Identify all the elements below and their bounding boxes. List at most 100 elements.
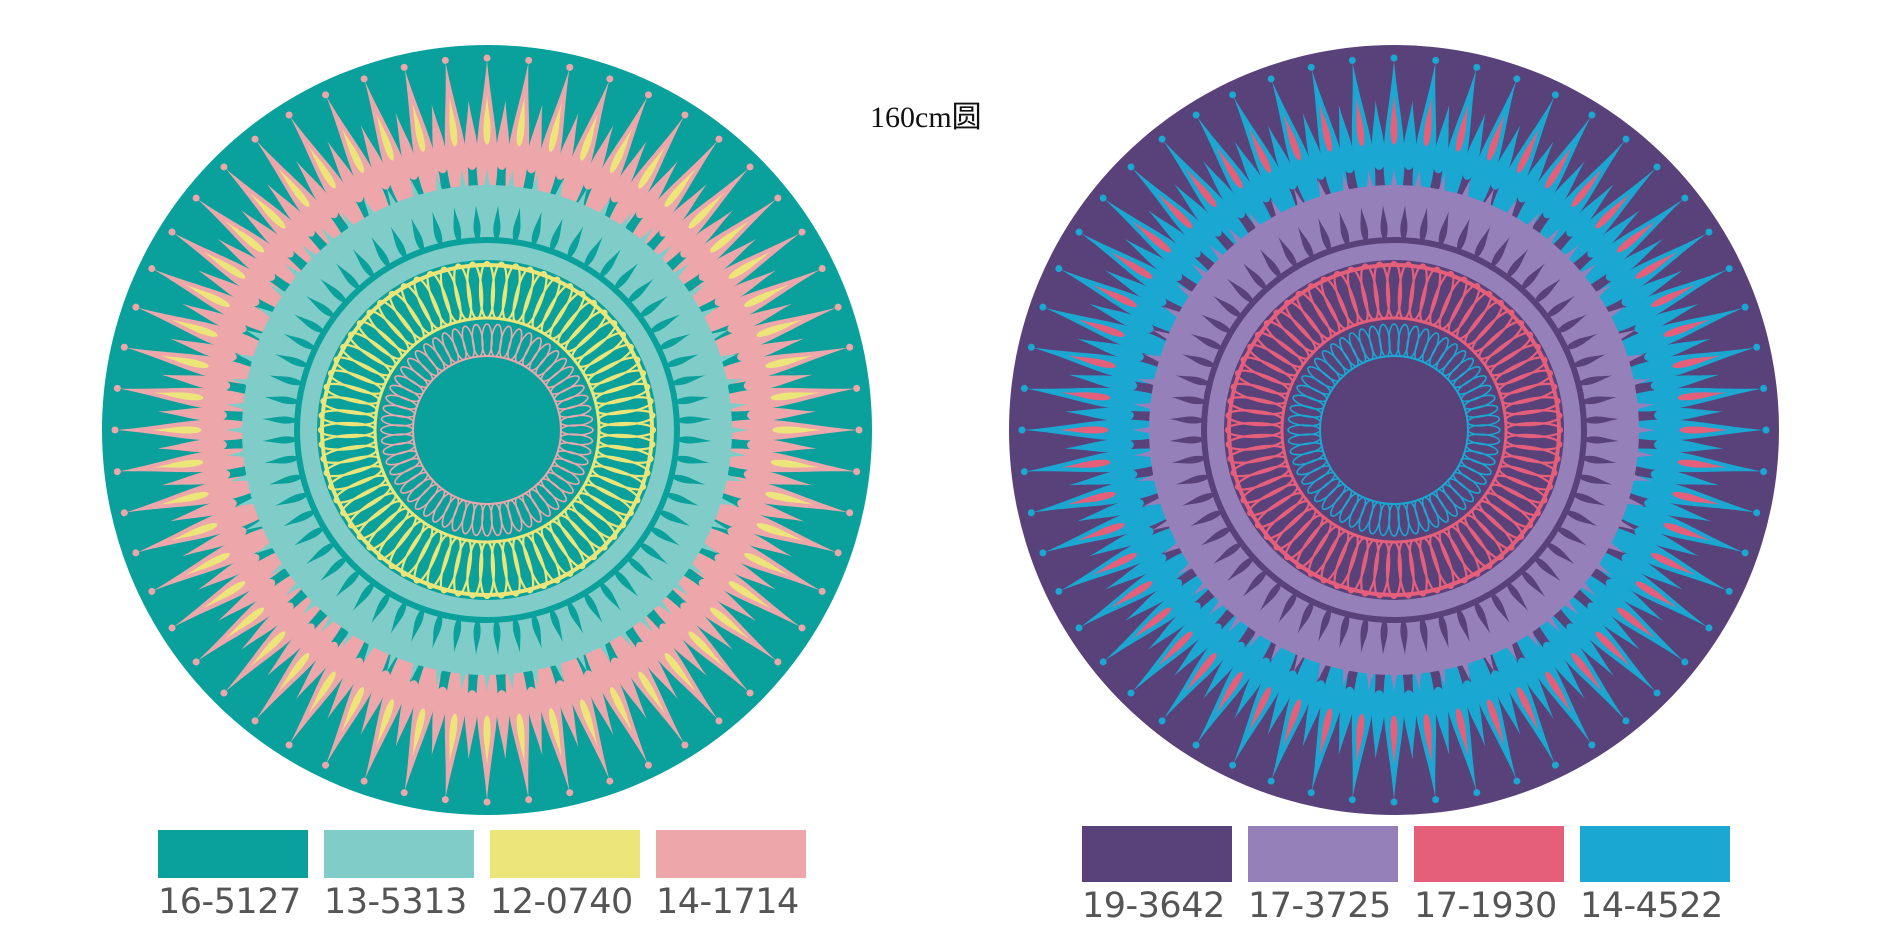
spike-tip-dot xyxy=(1158,135,1166,143)
light-ring-spike xyxy=(410,631,429,681)
spike-tip-dot xyxy=(441,796,449,804)
inner-drop xyxy=(170,523,218,541)
light-ring-spike xyxy=(1603,402,1655,414)
inner-drop xyxy=(1616,221,1656,253)
inner-drop xyxy=(744,284,789,307)
light-ring-cut xyxy=(584,237,603,267)
light-ring-spike xyxy=(524,173,539,224)
spike-tip-dot xyxy=(1762,426,1770,434)
outer-spike xyxy=(1351,62,1376,196)
light-ring-cut xyxy=(675,396,710,405)
inner-drop xyxy=(1215,146,1243,189)
light-ring-spike xyxy=(226,446,278,458)
inner-drop xyxy=(1283,113,1301,161)
spike-tip-dot xyxy=(1681,658,1689,666)
inner-drop xyxy=(744,553,789,576)
light-ring-spike xyxy=(503,639,515,691)
inner-drop xyxy=(308,671,336,714)
spike-tip-dot xyxy=(1158,717,1166,725)
spike-tip-dot xyxy=(1267,75,1275,83)
inner-drop xyxy=(1616,607,1656,639)
spike-tip-dot xyxy=(441,56,449,64)
inner-drop xyxy=(516,97,525,147)
light-ring-cut xyxy=(512,618,521,653)
inner-drop xyxy=(1132,221,1172,253)
light-ring-spike xyxy=(301,244,340,283)
light-ring-cut xyxy=(1227,557,1254,582)
inner-drop xyxy=(225,607,265,639)
inner-drop xyxy=(1067,355,1116,369)
light-ring-spike xyxy=(1595,488,1645,507)
spike-tip-dot xyxy=(774,194,782,202)
inner-drop xyxy=(152,426,202,434)
spike-tip-dot xyxy=(681,111,689,119)
light-ring-spike xyxy=(1143,353,1193,372)
light-ring-cut xyxy=(493,205,501,240)
mid-spike xyxy=(496,100,510,170)
spike-tip-dot xyxy=(220,163,228,171)
light-ring-spike xyxy=(1526,227,1561,268)
light-ring-cut xyxy=(659,333,691,350)
light-ring-spike xyxy=(435,173,450,224)
light-ring-cut xyxy=(614,570,639,597)
light-ring-cut xyxy=(550,218,563,251)
inner-drop xyxy=(548,708,562,757)
spike-tip-dot xyxy=(818,265,826,273)
mid-spike xyxy=(1587,602,1641,650)
color-code: 19-3642 xyxy=(1082,886,1225,926)
spike-tip-dot xyxy=(1753,509,1761,517)
inner-drop xyxy=(203,581,246,609)
inner-drop xyxy=(1092,284,1137,307)
light-ring-cut xyxy=(1474,602,1491,634)
light-ring-cut xyxy=(531,614,542,649)
inner-drop xyxy=(376,113,394,161)
center-outline xyxy=(1319,355,1469,505)
light-ring-cut xyxy=(1438,614,1449,649)
light-ring-spike xyxy=(1176,545,1220,576)
light-ring-cut xyxy=(567,602,584,634)
light-ring-spike xyxy=(693,467,744,482)
mid-spike xyxy=(327,141,364,203)
inner-drop xyxy=(1356,97,1365,147)
spike-tip-dot xyxy=(132,549,140,557)
mid-spike xyxy=(464,690,478,760)
spike-tip-dot xyxy=(483,798,491,806)
inner-drop xyxy=(1455,103,1469,152)
light-ring-cut xyxy=(1182,354,1215,367)
light-ring-cut xyxy=(432,614,443,649)
light-ring-spike xyxy=(1227,227,1262,268)
light-ring-cut xyxy=(390,226,407,258)
inner-drop xyxy=(1319,103,1333,152)
spike-tip-dot xyxy=(1229,91,1237,99)
color-swatch xyxy=(158,830,308,878)
mid-spike xyxy=(1064,407,1134,421)
inner-drop xyxy=(638,146,666,189)
inner-drop xyxy=(580,699,598,747)
accent-ring-outline xyxy=(320,263,654,597)
light-ring-cut xyxy=(677,436,712,444)
light-ring-cut xyxy=(262,416,297,424)
mid-spike xyxy=(1068,469,1138,486)
spike-tip-dot xyxy=(1725,265,1733,273)
spike-tip-dot xyxy=(525,796,533,804)
light-ring-spike xyxy=(1270,615,1297,662)
spike-tip-dot xyxy=(1267,777,1275,785)
light-ring-cut xyxy=(1360,207,1369,242)
light-ring-cut xyxy=(1573,493,1606,506)
mid-spike xyxy=(743,469,813,486)
spike-tip-dot xyxy=(1741,303,1749,311)
light-ring-spike xyxy=(1191,263,1232,298)
mid-spike xyxy=(1267,125,1298,190)
inner-drop xyxy=(1677,392,1727,401)
outer-spike xyxy=(505,62,530,196)
mid-spike xyxy=(1490,125,1521,190)
light-ring-cut xyxy=(1278,237,1297,267)
light-ring-cut xyxy=(1339,211,1350,246)
spike-tip-dot xyxy=(1039,549,1047,557)
light-ring-cut xyxy=(627,278,654,303)
light-ring-cut xyxy=(453,618,462,653)
spike-tip-dot xyxy=(1127,689,1135,697)
color-code: 14-4522 xyxy=(1580,886,1723,926)
spike-tip-dot xyxy=(834,303,842,311)
light-ring-cut xyxy=(567,226,584,258)
